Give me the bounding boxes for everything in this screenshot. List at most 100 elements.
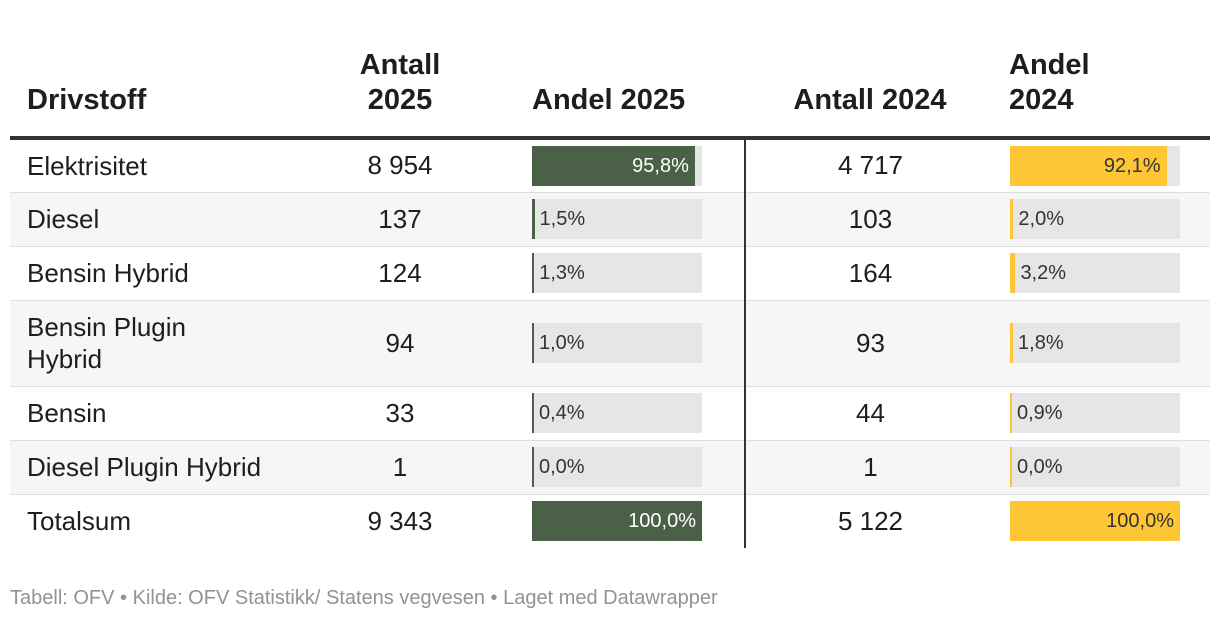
andel-2025-track: 0,0% bbox=[532, 447, 702, 487]
andel-2024-track: 100,0% bbox=[1010, 501, 1180, 542]
cell-antall-2025: 1 bbox=[300, 440, 500, 495]
cell-antall-2025: 137 bbox=[300, 192, 500, 247]
cell-antall-2025: 8 954 bbox=[300, 138, 500, 193]
andel-2024-label: 92,1% bbox=[1103, 154, 1161, 177]
cell-drivstoff: Elektrisitet bbox=[10, 138, 300, 193]
andel-2025-track: 95,8% bbox=[532, 145, 702, 186]
andel-2025-bar bbox=[532, 501, 702, 542]
cell-antall-2025: 124 bbox=[300, 246, 500, 301]
andel-2025-bar bbox=[532, 199, 535, 239]
header-andel-2025-label: Andel 2025 bbox=[532, 84, 686, 116]
cell-drivstoff: Diesel Plugin Hybrid bbox=[10, 440, 300, 495]
andel-2025-track: 0,4% bbox=[532, 393, 702, 433]
andel-2024-bar bbox=[1010, 253, 1016, 293]
andel-2025-label: 1,3% bbox=[539, 262, 585, 284]
cell-antall-2025: 94 bbox=[300, 300, 500, 387]
andel-2024-bar bbox=[1010, 199, 1014, 239]
cell-antall-2024: 93 bbox=[745, 300, 995, 387]
header-row: Drivstoff Antall 2025 Andel 2025 Antall 2… bbox=[10, 40, 1210, 140]
cell-andel-2025: 100,0% bbox=[500, 494, 746, 548]
drivstoff-name: Bensin bbox=[27, 398, 107, 428]
andel-2024-track: 0,9% bbox=[1010, 393, 1180, 433]
cell-andel-2025: 1,3% bbox=[500, 246, 746, 301]
andel-2025-track: 1,0% bbox=[532, 323, 702, 363]
andel-2025-bar bbox=[532, 323, 534, 363]
andel-2025-bar bbox=[532, 393, 534, 433]
header-antall-2024-label: Antall 2024 bbox=[793, 84, 947, 116]
andel-2025-label: 0,0% bbox=[539, 456, 585, 478]
cell-andel-2025: 0,4% bbox=[500, 386, 746, 441]
cell-antall-2024: 103 bbox=[745, 192, 995, 247]
cell-andel-2024: 0,9% bbox=[995, 386, 1210, 441]
andel-2025-track: 100,0% bbox=[532, 501, 702, 542]
cell-andel-2024: 100,0% bbox=[995, 494, 1210, 548]
andel-2024-track: 92,1% bbox=[1010, 145, 1180, 186]
header-andel-2024-line1: Andel bbox=[1009, 49, 1090, 81]
cell-antall-2024: 164 bbox=[745, 246, 995, 301]
andel-2025-track: 1,5% bbox=[532, 199, 702, 239]
andel-2025-label: 0,4% bbox=[539, 402, 585, 424]
cell-andel-2024: 1,8% bbox=[995, 300, 1210, 387]
cell-andel-2024: 0,0% bbox=[995, 440, 1210, 495]
andel-2025-bar bbox=[532, 253, 535, 293]
table-row: Totalsum 9 343 100,0% 5 122 100,0% bbox=[10, 494, 1210, 548]
cell-antall-2024: 44 bbox=[745, 386, 995, 441]
andel-2024-label: 3,2% bbox=[1020, 262, 1067, 284]
cell-antall-2024: 5 122 bbox=[837, 505, 904, 536]
header-andel-2025: Andel 2025 bbox=[500, 40, 745, 140]
andel-2024-bar bbox=[1010, 323, 1014, 363]
header-drivstoff: Drivstoff bbox=[10, 40, 300, 140]
andel-2024-label: 0,9% bbox=[1017, 402, 1063, 424]
cell-andel-2025: 95,8% bbox=[500, 138, 746, 193]
header-antall-2024: Antall 2024 bbox=[745, 40, 995, 140]
footer-source: Tabell: OFV • Kilde: OFV Statistikk/ Sta… bbox=[10, 587, 718, 609]
andel-2024-label: 2,0% bbox=[1018, 208, 1064, 230]
andel-2025-bar bbox=[532, 145, 695, 186]
andel-2024-bar bbox=[1010, 145, 1167, 186]
andel-2024-bar bbox=[1010, 447, 1012, 487]
drivstoff-name: Totalsum bbox=[27, 506, 132, 537]
andel-2024-label: 0,0% bbox=[1017, 456, 1063, 478]
header-drivstoff-label: Drivstoff bbox=[27, 84, 147, 116]
drivstoff-name: Hybrid bbox=[27, 344, 103, 374]
andel-2025-bar bbox=[532, 447, 534, 487]
cell-antall-2024: 4 717 bbox=[745, 138, 995, 193]
table-row: Bensin 33 0,4% 44 0,9% bbox=[10, 386, 1210, 441]
header-andel-2024: Andel 2024 bbox=[995, 40, 1210, 140]
fuel-table: Drivstoff Antall 2025 Andel 2025 Antall 2… bbox=[10, 40, 1210, 548]
table-row: Diesel 137 1,5% 103 2,0% bbox=[10, 192, 1210, 247]
andel-2024-track: 3,2% bbox=[1010, 253, 1180, 293]
cell-andel-2024: 3,2% bbox=[995, 246, 1210, 301]
cell-drivstoff: Bensin Plugin Hybrid bbox=[10, 300, 300, 387]
cell-antall-2025: 9 343 bbox=[367, 505, 433, 536]
andel-2024-bar bbox=[1010, 393, 1012, 433]
cell-andel-2024: 2,0% bbox=[995, 192, 1210, 247]
cell-drivstoff: Diesel bbox=[10, 192, 300, 247]
andel-2025-label: 1,0% bbox=[539, 332, 585, 354]
andel-2025-label: 100,0% bbox=[628, 510, 696, 533]
andel-2024-track: 0,0% bbox=[1010, 447, 1180, 487]
table-row: Bensin Hybrid 124 1,3% 164 3,2% bbox=[10, 246, 1210, 301]
drivstoff-name: Diesel bbox=[27, 204, 100, 234]
cell-drivstoff: Bensin Hybrid bbox=[10, 246, 300, 301]
andel-2024-label: 1,8% bbox=[1018, 332, 1064, 354]
cell-andel-2025: 1,5% bbox=[500, 192, 746, 247]
drivstoff-name: Bensin Hybrid bbox=[27, 258, 189, 288]
header-andel-2024-line2: 2024 bbox=[1009, 84, 1074, 116]
table-body: Elektrisitet 8 954 95,8% 4 717 92,1% Diesel 13… bbox=[10, 138, 1210, 548]
cell-antall-2025: 33 bbox=[300, 386, 500, 441]
drivstoff-name: Elektrisitet bbox=[27, 150, 147, 181]
andel-2025-label: 1,5% bbox=[539, 208, 586, 230]
cell-andel-2024: 92,1% bbox=[995, 138, 1210, 193]
cell-andel-2025: 1,0% bbox=[500, 300, 746, 387]
andel-2024-track: 2,0% bbox=[1010, 199, 1180, 239]
drivstoff-name: Bensin Plugin bbox=[27, 312, 186, 342]
drivstoff-name: Diesel Plugin Hybrid bbox=[27, 452, 262, 482]
andel-2025-track: 1,3% bbox=[532, 253, 702, 293]
cell-antall-2024: 1 bbox=[745, 440, 995, 495]
cell-andel-2025: 0,0% bbox=[500, 440, 746, 495]
header-antall-2025-line1: Antall bbox=[359, 49, 441, 81]
header-antall-2025: Antall 2025 bbox=[300, 40, 500, 140]
table-row: Diesel Plugin Hybrid 1 0,0% 1 0,0% bbox=[10, 440, 1210, 495]
andel-2024-bar bbox=[1010, 501, 1180, 542]
